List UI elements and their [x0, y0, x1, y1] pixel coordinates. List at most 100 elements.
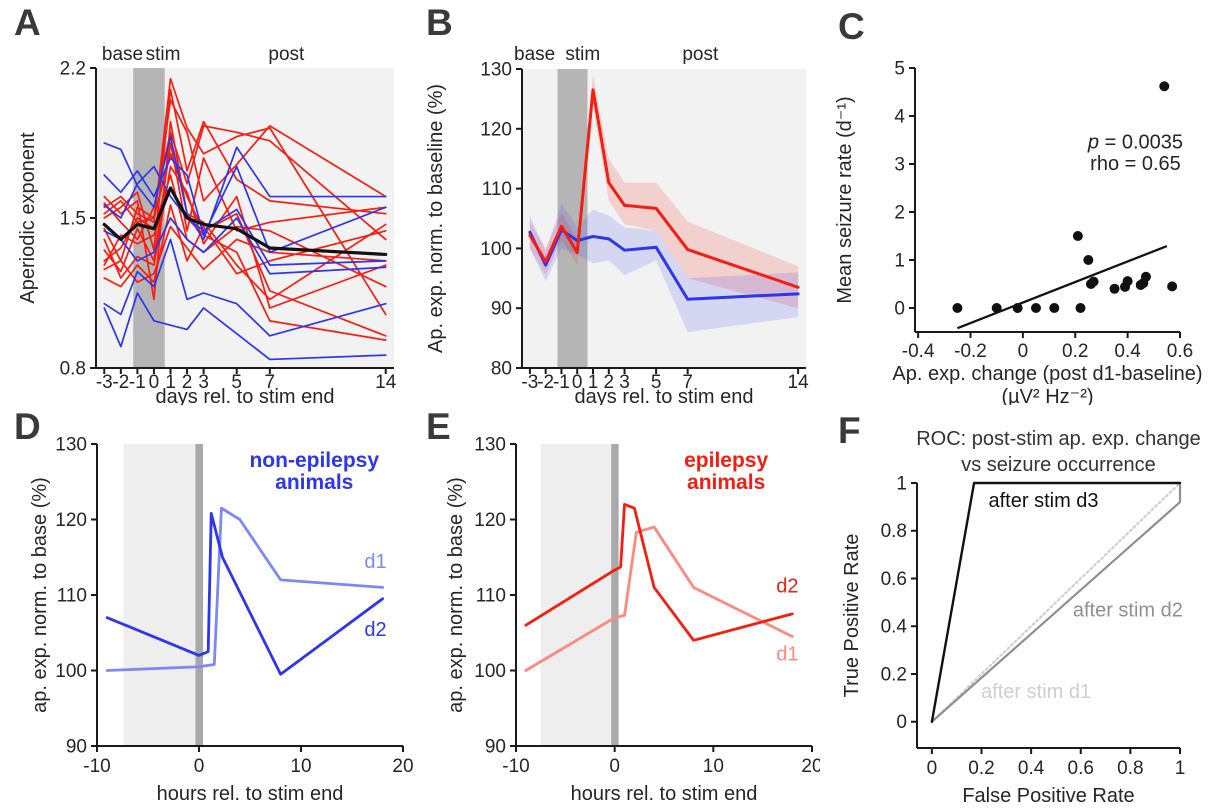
y-tick-label: 0.2 — [881, 664, 907, 685]
x-tick-label: -1 — [129, 372, 146, 393]
x-tick-label: 20 — [392, 756, 413, 777]
x-tick-label: -10 — [502, 756, 529, 777]
x-tick-label: 7 — [682, 372, 693, 393]
y-tick-label: 1 — [894, 251, 905, 272]
rho-annotation: rho = 0.65 — [1090, 153, 1181, 175]
scatter-point — [1159, 81, 1170, 92]
y-axis-label: Mean seizure rate (d⁻¹) — [834, 96, 856, 303]
y-tick-label: 120 — [55, 510, 87, 531]
x-tick-label: 20 — [801, 756, 820, 777]
series-d1 — [105, 506, 384, 672]
x-axis-label: False Positive Rate — [962, 785, 1134, 807]
y-tick-label: 2.2 — [60, 59, 86, 80]
stim-period-band — [195, 444, 204, 746]
y-axis-label: Aperiodic exponent — [17, 132, 39, 304]
x-tick-label: -0.4 — [902, 341, 935, 362]
group-label: animals — [275, 471, 353, 494]
y-tick-label: 120 — [474, 510, 506, 531]
x-tick-label: 7 — [265, 372, 276, 393]
panel-c-seizure-scatter: -0.4 -0.2 0 0.2 0.4 0.6 0 1 2 3 4 5 p = 0.0035 rho = … — [820, 0, 1225, 406]
y-tick-label: 100 — [55, 661, 87, 682]
panel-b-norm-baseline: -3 -2 -1 0 1 2 3 5 7 14 80 90 100 110 120 130 base stim po… — [412, 0, 820, 405]
y-tick-label: 0.6 — [881, 569, 907, 590]
y-tick-label: 4 — [894, 107, 905, 128]
x-tick-label: 0.4 — [1018, 758, 1045, 779]
y-tick-label: 0 — [894, 299, 905, 320]
y-tick-label: 90 — [66, 737, 87, 758]
line-label-d2: d2 — [776, 576, 798, 598]
x-tick-label: 0.8 — [1117, 758, 1143, 779]
x-tick-label: 14 — [375, 372, 397, 393]
x-tick-label: 0.2 — [1062, 341, 1088, 362]
y-axis-label: True Positive Rate — [841, 534, 863, 698]
x-axis-label: days rel. to stim end — [156, 386, 335, 405]
x-tick-label: 14 — [788, 372, 810, 393]
panel-f-letter: F — [838, 410, 861, 451]
group-label: animals — [687, 471, 765, 494]
panel-d-non-epilepsy-hours: -10 0 10 20 90 100 110 120 130 non-epilepsy animal… — [0, 405, 420, 809]
x-tick-label: 0.4 — [1114, 341, 1141, 362]
series-non-epilepsy-animal-4 — [103, 217, 387, 275]
y-tick-label: 100 — [474, 661, 506, 682]
y-axis-label: ap. exp. norm. to base (%) — [445, 477, 467, 713]
y-tick-label: 2 — [894, 203, 905, 224]
y-tick-label: 5 — [894, 59, 905, 80]
x-tick-label: 0 — [149, 372, 160, 393]
y-tick-label: 0.8 — [881, 521, 907, 542]
line-label-d1: d1 — [776, 644, 798, 666]
y-tick-label: 90 — [485, 737, 506, 758]
y-tick-label: 110 — [57, 586, 87, 607]
x-tick-label: -2 — [112, 372, 129, 393]
scatter-point — [1083, 255, 1094, 265]
y-tick-label: 100 — [480, 239, 512, 260]
panel-d-chart: -10 0 10 20 90 100 110 120 130 non-epilepsyanimal… — [29, 435, 414, 806]
series-epilepsy-animal-1 — [103, 77, 387, 316]
chart-title-line: vs seizure occurrence — [961, 454, 1156, 476]
scatter-point — [991, 303, 1002, 313]
series-non-epilepsy-animal-2 — [103, 157, 387, 254]
y-axis-label: ap. exp. norm. to base (%) — [29, 477, 51, 713]
y-tick-label: 110 — [482, 179, 512, 200]
scatter-point — [1030, 303, 1041, 313]
phase-label-stim: stim — [146, 44, 181, 65]
scatter-point — [952, 303, 963, 313]
x-tick-label: 0.6 — [1167, 341, 1193, 362]
x-tick-label: 0.6 — [1068, 758, 1094, 779]
series-mean-all-animals — [102, 186, 388, 257]
panel-a-chart: -3 -2 -1 0 1 2 3 5 7 14 0.8 1.5 2.2 base stim post days … — [17, 44, 397, 405]
group-label: non-epilepsy — [249, 449, 379, 472]
scatter-point — [1088, 276, 1099, 287]
x-tick-label: 10 — [703, 756, 724, 777]
y-tick-label: 1.5 — [60, 209, 86, 230]
x-tick-label: 0 — [609, 756, 620, 777]
series-roc-after-stim-d1 — [930, 481, 1182, 723]
x-tick-label: 5 — [231, 372, 242, 393]
series-d2 — [105, 512, 384, 676]
y-tick-label: 110 — [476, 586, 506, 607]
panel-a-aperiodic-exponent: -3 -2 -1 0 1 2 3 5 7 14 0.8 1.5 2.2 base stim post days … — [0, 0, 420, 405]
line-label-after-stim-d1: after stim d1 — [981, 681, 1091, 703]
x-tick-label: -3 — [521, 372, 538, 393]
panel-e-epilepsy-hours: -10 0 10 20 90 100 110 120 130 epilepsy animals d2 d… — [412, 405, 820, 809]
series-d2 — [524, 503, 794, 642]
scatter-point — [1072, 231, 1083, 241]
y-tick-label: 130 — [55, 435, 87, 456]
y-axis-label: Ap. exp. norm. to baseline (%) — [425, 84, 447, 353]
series-epilepsy-animal-8 — [103, 165, 387, 309]
x-tick-label: 0 — [927, 758, 938, 779]
panel-f-roc: 0 0.2 0.4 0.6 0.8 1 0 0.2 0.4 0.6 0.8 1 after stim d… — [820, 405, 1225, 809]
x-tick-label: 5 — [651, 372, 662, 393]
x-axis-label: days rel. to stim end — [575, 386, 754, 405]
y-tick-label: 0 — [896, 712, 907, 733]
chart-title-line: ROC: post-stim ap. exp. change — [916, 428, 1201, 450]
series-non-epilepsy-animal-1 — [103, 135, 387, 241]
fit-line — [957, 245, 1168, 330]
y-tick-label: 90 — [491, 299, 512, 320]
x-tick-label: 10 — [290, 756, 311, 777]
x-tick-label: -10 — [83, 756, 110, 777]
line-label-after-stim-d2: after stim d2 — [1073, 600, 1183, 622]
y-tick-label: 0.4 — [881, 617, 908, 638]
x-axis-label-line: Ap. exp. change (post d1-baseline) — [892, 363, 1202, 385]
scatter-point — [1109, 283, 1120, 294]
